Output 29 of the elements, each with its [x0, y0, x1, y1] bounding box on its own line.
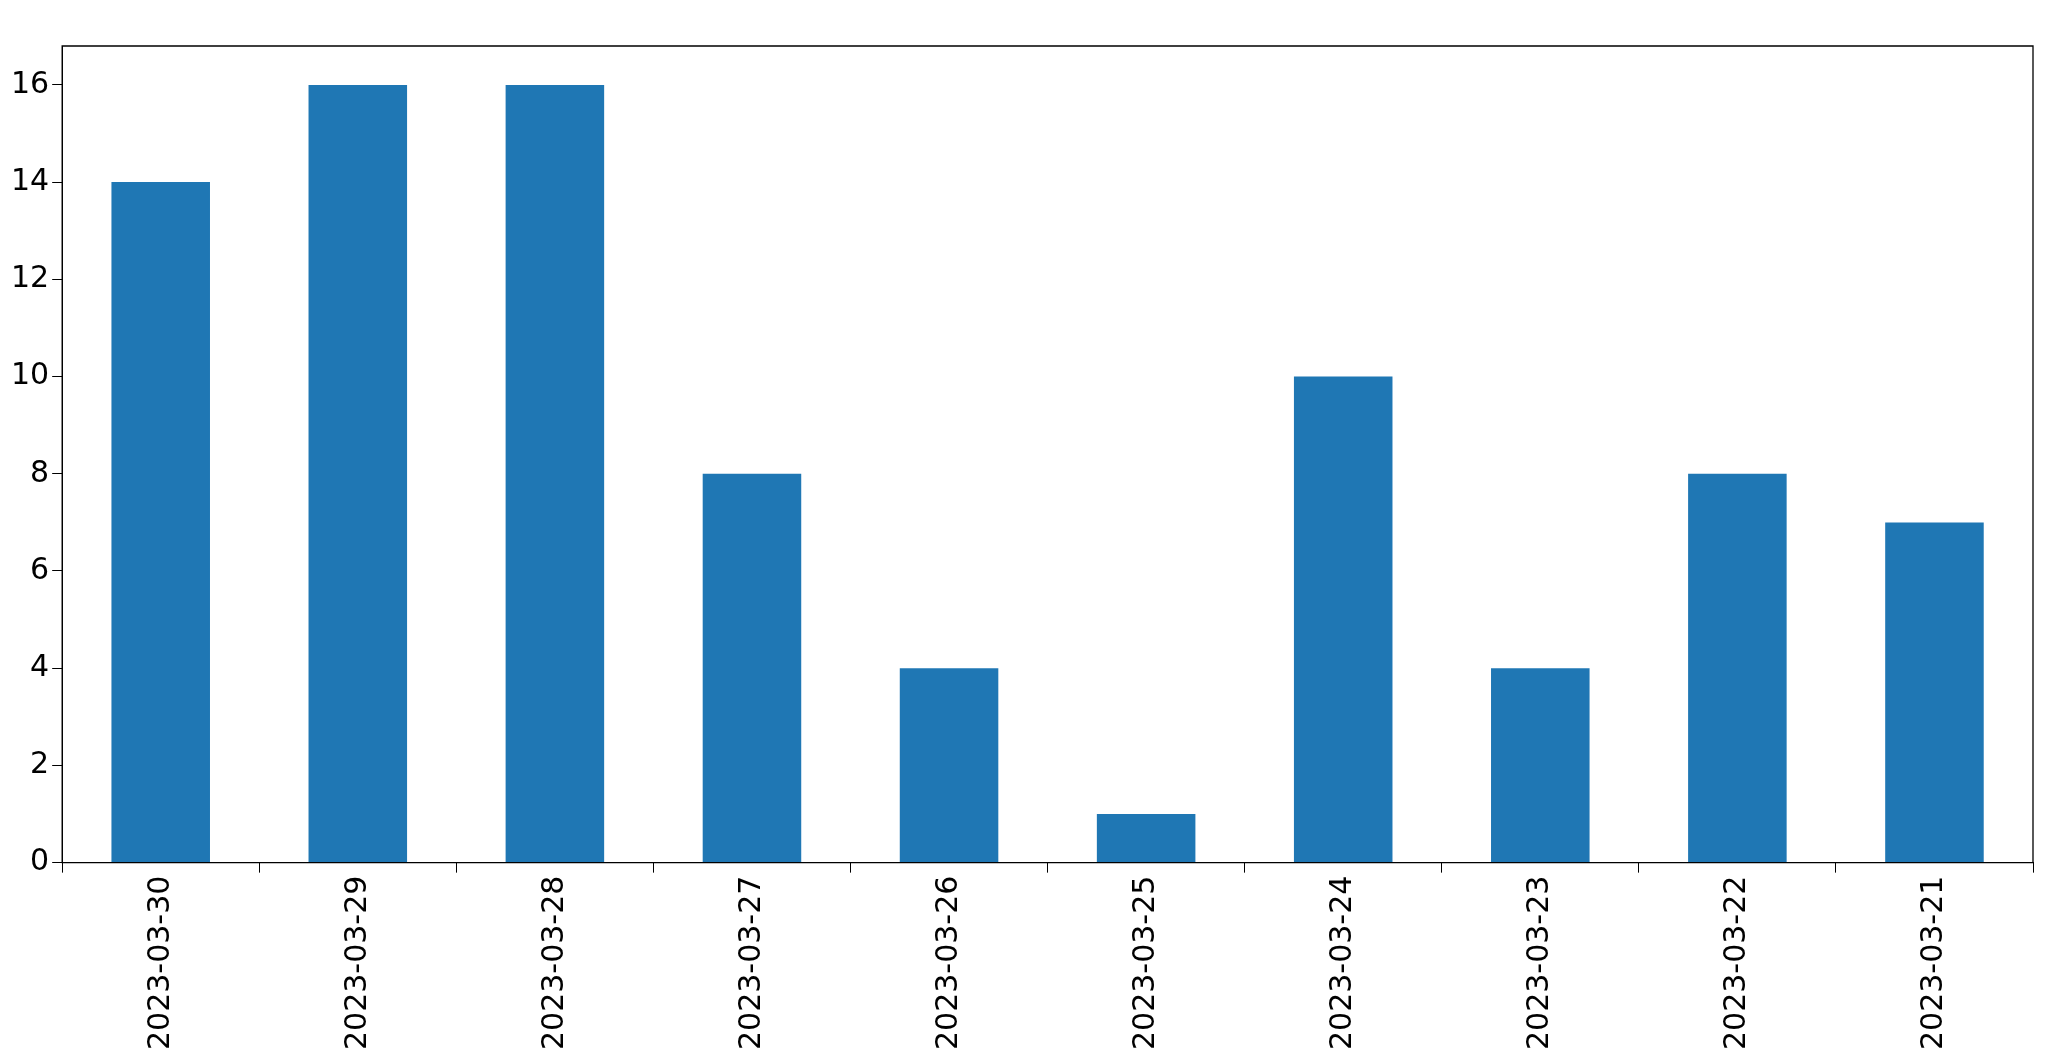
x-tick-label: 2023-03-22 — [1717, 875, 1753, 1051]
x-tick-label: 2023-03-26 — [928, 875, 964, 1051]
bar — [308, 84, 408, 863]
y-tick-label: 6 — [30, 550, 50, 586]
y-tick-label: 8 — [30, 453, 50, 489]
bar — [1491, 668, 1590, 863]
bar — [1293, 376, 1393, 863]
y-tick-label: 12 — [10, 259, 50, 295]
bar — [899, 668, 999, 863]
y-tick-label: 10 — [10, 356, 50, 392]
y-tick-label: 4 — [30, 648, 50, 684]
x-tick-label: 2023-03-24 — [1323, 875, 1359, 1051]
y-tick-label: 16 — [10, 64, 50, 100]
y-tick-label: 0 — [30, 842, 50, 878]
bar — [505, 84, 605, 863]
bar — [1688, 473, 1787, 863]
x-tick-label: 2023-03-27 — [731, 875, 767, 1051]
y-tick-label: 14 — [10, 161, 50, 197]
x-tick-label: 2023-03-28 — [534, 875, 570, 1051]
x-tick-label: 2023-03-21 — [1914, 875, 1950, 1051]
x-tick-label: 2023-03-23 — [1520, 875, 1556, 1051]
bar — [702, 473, 802, 863]
x-tick-label: 2023-03-29 — [337, 875, 373, 1051]
bar — [111, 182, 210, 863]
x-tick-label: 2023-03-25 — [1125, 875, 1161, 1051]
x-tick-label: 2023-03-30 — [140, 875, 176, 1051]
bar — [1885, 522, 1984, 863]
bar — [1096, 814, 1196, 863]
y-tick-label: 2 — [30, 745, 50, 781]
